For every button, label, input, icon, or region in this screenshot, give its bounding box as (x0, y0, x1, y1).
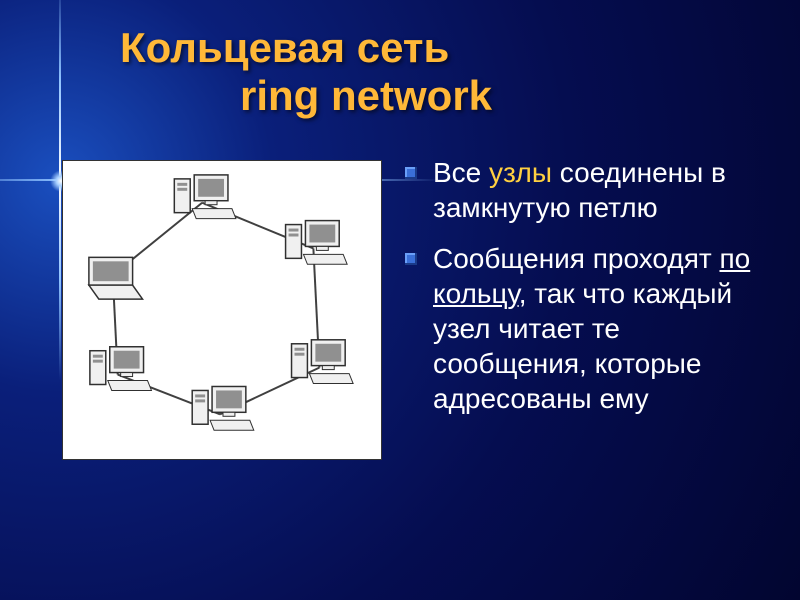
ring-network-diagram (62, 160, 382, 460)
diagram-nodes (89, 175, 353, 430)
title-line1: Кольцевая сеть (120, 24, 449, 71)
diagram-svg (63, 161, 381, 459)
bullet-2-pre: Сообщения проходят (433, 243, 719, 274)
bullet-2: Сообщения проходят по кольцу, так что ка… (405, 241, 770, 416)
bullet-list: Все узлы соединены в замкнутую петлю Соо… (405, 155, 770, 432)
bullet-1-highlight: узлы (489, 157, 552, 188)
bullet-1: Все узлы соединены в замкнутую петлю (405, 155, 770, 225)
page-title: Кольцевая сеть ring network (120, 24, 760, 121)
title-line2: ring network (120, 72, 760, 120)
bullet-1-pre: Все (433, 157, 489, 188)
